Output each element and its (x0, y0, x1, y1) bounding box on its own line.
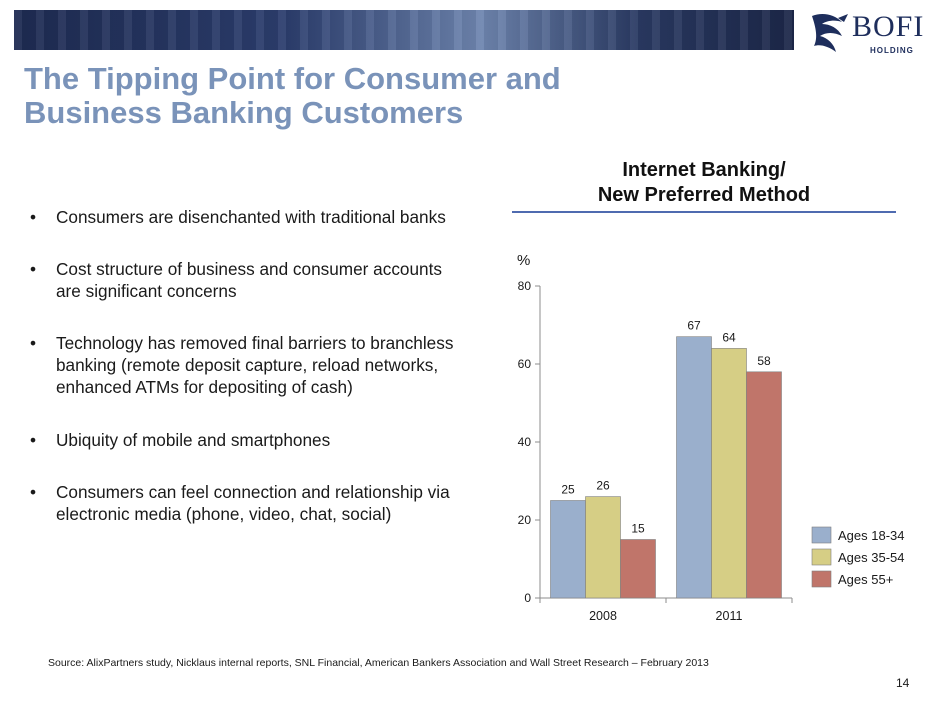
bofi-logo: BOFI HOLDING (808, 8, 928, 58)
chart-heading-rule (512, 211, 896, 213)
y-tick-label: 20 (518, 513, 532, 527)
bullet-item: • Cost structure of business and consume… (30, 258, 460, 302)
bar-value-label: 15 (631, 522, 645, 536)
bar (620, 539, 656, 599)
bullet-item: • Ubiquity of mobile and smartphones (30, 429, 460, 451)
legend-label: Ages 55+ (838, 572, 893, 587)
page-title-line-2: Business Banking Customers (24, 95, 464, 130)
bar (746, 371, 782, 599)
bullet-text: Consumers are disenchanted with traditio… (56, 207, 446, 227)
x-tick-label: 2008 (589, 609, 617, 623)
bullet-dot-icon: • (30, 259, 37, 279)
legend-swatch (811, 548, 832, 566)
bar-chart: % 0 20 40 60 80 25 26 15 2008 67 64 58 2011 Ages 18-34… (517, 252, 905, 623)
y-axis-label: % (517, 252, 530, 269)
bar-value-label: 25 (561, 483, 575, 497)
logo-subtext: HOLDING (870, 46, 914, 55)
bullet-dot-icon: • (30, 333, 37, 353)
bar (585, 496, 621, 599)
bullet-text: Consumers can feel connection and relati… (56, 482, 450, 524)
y-tick-label: 40 (518, 435, 532, 449)
page-title: The Tipping Point for Consumer and Busin… (24, 62, 624, 130)
bullet-list: • Consumers are disenchanted with tradit… (30, 206, 460, 525)
logo-text: BOFI (852, 10, 925, 43)
eagle-icon (812, 14, 848, 52)
bar (676, 336, 712, 599)
bullet-dot-icon: • (30, 207, 37, 227)
bullet-item: • Consumers are disenchanted with tradit… (30, 206, 460, 228)
bar (550, 500, 586, 599)
bar-value-label: 58 (757, 354, 771, 368)
legend-swatch (811, 570, 832, 588)
y-tick-label: 60 (518, 357, 532, 371)
bar-value-label: 67 (687, 319, 701, 333)
bullet-dot-icon: • (30, 482, 37, 502)
x-tick-label: 2011 (716, 609, 743, 623)
bar-value-label: 64 (722, 330, 736, 344)
source-note: Source: AlixPartners study, Nicklaus int… (48, 657, 709, 669)
bar-value-label: 26 (596, 479, 610, 493)
y-tick-label: 80 (518, 279, 532, 293)
bullet-text: Ubiquity of mobile and smartphones (56, 430, 331, 450)
bullet-text: Technology has removed final barriers to… (56, 333, 454, 397)
chart-heading-line-1: Internet Banking/ (622, 159, 786, 181)
legend-swatch (811, 526, 832, 544)
bullet-item: • Technology has removed final barriers … (30, 332, 460, 398)
bullet-dot-icon: • (30, 430, 37, 450)
bar (711, 348, 747, 599)
bullet-text: Cost structure of business and consumer … (56, 259, 442, 301)
header-banner (14, 10, 794, 50)
chart-heading: Internet Banking/ New Preferred Method (512, 158, 896, 208)
chart-heading-line-2: New Preferred Method (597, 184, 811, 206)
page-number: 14 (896, 676, 910, 690)
page-title-line-1: The Tipping Point for Consumer and (24, 61, 561, 96)
legend-label: Ages 35-54 (838, 550, 905, 565)
bullet-item: • Consumers can feel connection and rela… (30, 481, 460, 525)
y-tick-label: 0 (524, 591, 531, 605)
legend-label: Ages 18-34 (838, 528, 905, 543)
